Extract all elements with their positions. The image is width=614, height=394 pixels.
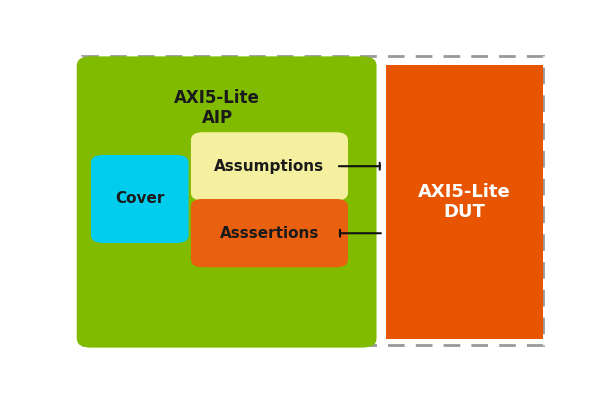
Text: Assumptions: Assumptions <box>214 159 325 174</box>
FancyBboxPatch shape <box>191 132 348 201</box>
Text: Cover: Cover <box>115 191 165 206</box>
Bar <box>386 65 543 338</box>
FancyBboxPatch shape <box>77 56 376 348</box>
Text: AXI5-Lite
DUT: AXI5-Lite DUT <box>418 182 511 221</box>
FancyBboxPatch shape <box>91 155 188 243</box>
Text: Asssertions: Asssertions <box>220 226 319 241</box>
FancyBboxPatch shape <box>191 199 348 267</box>
Text: AXI5-Lite
AIP: AXI5-Lite AIP <box>174 89 260 127</box>
